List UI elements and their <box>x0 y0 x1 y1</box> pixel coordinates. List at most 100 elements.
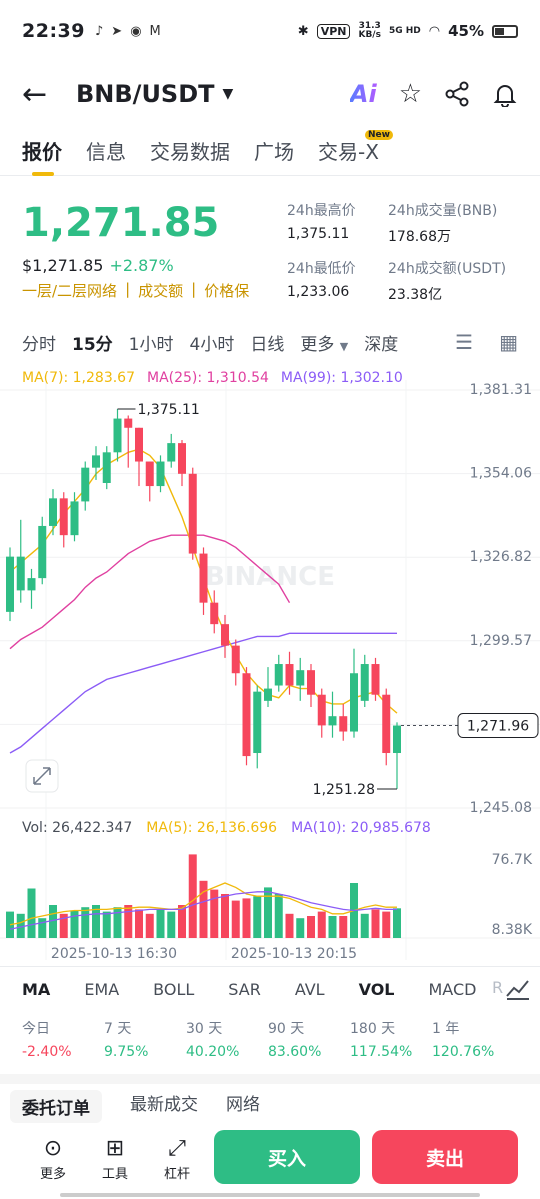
candle-body <box>124 418 133 428</box>
expand-arrows <box>33 767 51 785</box>
back-arrow-icon[interactable]: ← <box>22 76 48 112</box>
ind-boll[interactable]: BOLL <box>153 980 195 999</box>
tab-network[interactable]: 网络 <box>226 1095 260 1115</box>
star-icon[interactable]: ☆ <box>398 79 422 109</box>
candle-body <box>328 716 337 726</box>
more-label: 更多 <box>39 1167 66 1182</box>
candle-body <box>70 501 79 536</box>
y-axis-label: 1,299.57 <box>470 633 532 649</box>
ind-vol[interactable]: VOL <box>358 980 395 999</box>
buy-button[interactable]: 买入 <box>214 1130 360 1184</box>
tab-quote[interactable]: 报价 <box>22 126 62 176</box>
grid-layout-icon[interactable]: ▦ <box>499 330 518 354</box>
tools-button[interactable]: ⊞ 工具 <box>84 1136 146 1182</box>
tab-latest-trades[interactable]: 最新成交 <box>130 1095 198 1115</box>
candle-body <box>16 556 25 591</box>
volume-bar <box>221 894 229 938</box>
perf-label: 7 天 <box>104 1021 132 1037</box>
volume-bar <box>285 913 294 938</box>
ind-sar[interactable]: SAR <box>228 980 261 999</box>
tf-time-sharing[interactable]: 分时 <box>22 334 56 355</box>
perf-label: 180 天 <box>350 1021 396 1037</box>
ma25-legend: MA(25): 1,310.54 <box>147 370 269 386</box>
tf-more[interactable]: 更多 ▼ <box>300 330 348 355</box>
ind-ma[interactable]: MA <box>22 980 51 999</box>
candle-body <box>92 455 100 468</box>
tab-trade-x[interactable]: 交易-X New <box>318 126 393 176</box>
volume-bar <box>70 910 79 938</box>
status-bar: 22:39 ♪ ➤ ◉ M ✱ VPN 31.3 KB/s 5G HD ◠ 45% <box>0 0 540 62</box>
tf-1h[interactable]: 1小时 <box>128 334 174 355</box>
tf-1d[interactable]: 日线 <box>250 334 285 355</box>
volume-bar <box>296 918 305 938</box>
low-marker-label: 1,251.28 <box>313 782 375 798</box>
candle-body <box>231 645 240 674</box>
tab-trading-data[interactable]: 交易数据 <box>150 140 230 164</box>
x-axis-label: 2025-10-13 16:30 <box>51 946 177 962</box>
stat-vol-quote: 24h成交额(USDT) 23.38亿 <box>388 258 506 304</box>
ind-r[interactable]: R <box>492 978 504 997</box>
volume-bar <box>274 894 283 938</box>
performance-row: 今日 -2.40% 7 天 9.75% 30 天 40.20% 90 天 83.60% … <box>0 1018 540 1068</box>
volume-bar <box>49 905 57 938</box>
candle-body <box>199 553 208 603</box>
caret-down-icon[interactable]: ▼ <box>222 86 234 102</box>
vol-legend: Vol: 26,422.347 MA(5): 26,136.696 MA(10)… <box>22 820 431 836</box>
candle-body <box>307 670 315 695</box>
volume-bar <box>253 896 262 938</box>
tag-turnover[interactable]: 成交额 <box>138 282 184 300</box>
perf-label: 1 年 <box>432 1021 460 1037</box>
x-axis-label: 2025-10-13 20:15 <box>231 946 357 962</box>
volume-bar <box>242 898 251 938</box>
vol-axis-label: 76.7K <box>492 852 533 868</box>
volume-bar <box>393 908 401 938</box>
bell-icon[interactable] <box>492 81 518 107</box>
chart-settings-icon[interactable]: ☰ <box>455 330 474 354</box>
ind-macd[interactable]: MACD <box>428 980 477 999</box>
candle-body <box>167 443 176 462</box>
tf-depth[interactable]: 深度 <box>364 334 399 355</box>
pair-title[interactable]: BNB/USDT <box>76 80 215 108</box>
tf-4h[interactable]: 4小时 <box>189 334 235 355</box>
tab-open-orders[interactable]: 委托订单 <box>10 1090 102 1123</box>
home-indicator <box>60 1193 480 1197</box>
signal-icon: 5G HD <box>388 25 421 36</box>
stat-vol-base-value: 178.68万 <box>388 229 451 245</box>
ind-avl[interactable]: AVL <box>294 980 325 999</box>
candlestick-chart[interactable]: 1,381.311,354.061,326.821,299.571,272.33… <box>0 360 540 965</box>
tab-square[interactable]: 广场 <box>254 140 294 164</box>
leverage-button[interactable]: ⤢ 杠杆 <box>146 1136 208 1182</box>
tab-info[interactable]: 信息 <box>86 140 126 164</box>
gmail-icon: M <box>149 23 161 39</box>
ai-icon[interactable]: Ai <box>349 80 377 108</box>
volume-bar <box>371 909 380 938</box>
candle-body <box>242 673 251 757</box>
candle-body <box>6 556 14 612</box>
indicator-edit-icon[interactable] <box>504 976 532 1002</box>
more-button[interactable]: ⊙ 更多 <box>22 1136 84 1182</box>
ind-ema[interactable]: EMA <box>84 980 120 999</box>
sell-button[interactable]: 卖出 <box>372 1130 518 1184</box>
perf-value: 83.60% <box>268 1044 322 1060</box>
stat-low: 24h最低价 1,233.06 <box>287 258 356 300</box>
perf-180d: 180 天 117.54% <box>350 1018 432 1068</box>
tab-trade-x-label: 交易-X <box>318 140 379 164</box>
ma25-line <box>9 534 291 650</box>
candle-body <box>145 461 154 487</box>
stat-high-label: 24h最高价 <box>287 203 356 219</box>
perf-label: 90 天 <box>268 1021 305 1037</box>
stat-vol-base-label: 24h成交量(BNB) <box>388 203 498 219</box>
perf-value: 120.76% <box>432 1044 495 1060</box>
usd-price-row: $1,271.85 +2.87% <box>22 256 174 275</box>
y-axis-label: 1,245.08 <box>470 800 532 816</box>
volume-bar <box>156 909 165 938</box>
high-marker-label: 1,375.11 <box>138 402 200 418</box>
tag-price-protect[interactable]: 价格保 <box>204 282 250 300</box>
stat-low-label: 24h最低价 <box>287 261 356 277</box>
share-icon[interactable] <box>444 81 470 107</box>
volume-bar <box>38 918 47 938</box>
tf-15m[interactable]: 15分 <box>72 334 113 355</box>
volume-bar <box>188 854 197 938</box>
tag-layer-network[interactable]: 一层/二层网络 <box>22 282 118 300</box>
indicator-tabs: MA EMA BOLL SAR AVL VOL MACD <box>0 966 540 1012</box>
